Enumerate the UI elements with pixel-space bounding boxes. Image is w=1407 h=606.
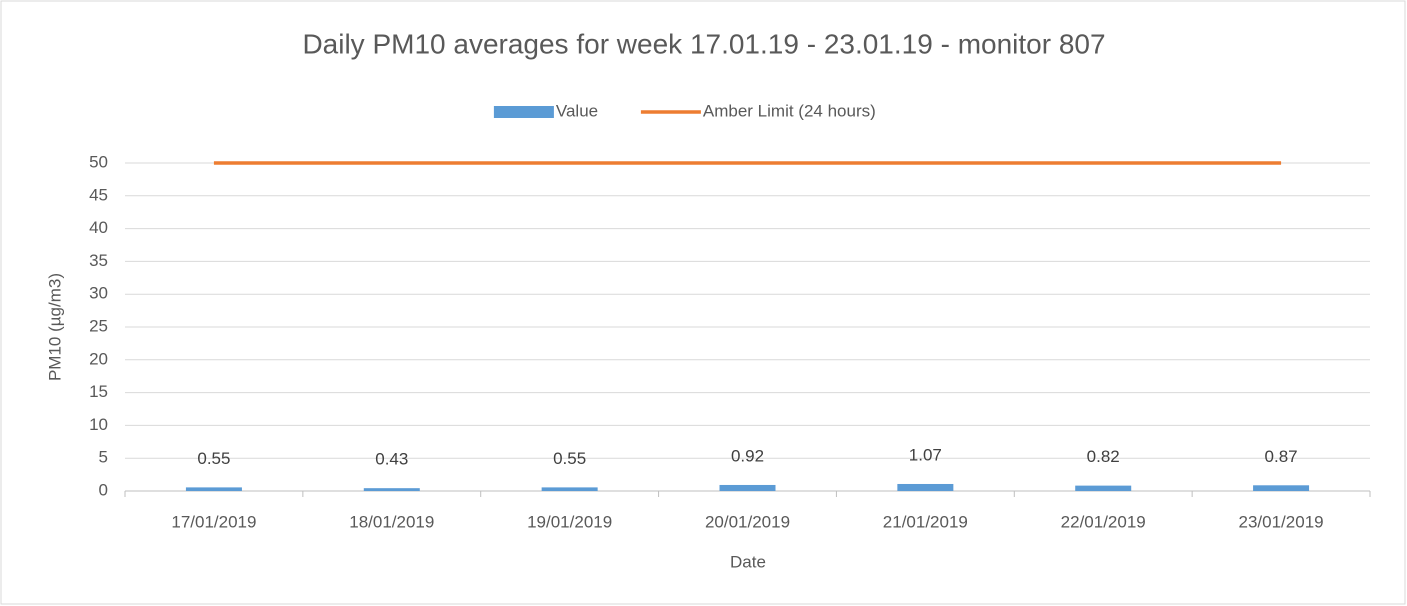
bar (185, 487, 242, 491)
bar (363, 488, 420, 491)
bar (1253, 485, 1310, 491)
data-label: 1.07 (909, 445, 942, 464)
bar (541, 487, 598, 491)
x-tick-label: 19/01/2019 (527, 512, 612, 531)
y-tick-label: 40 (89, 218, 108, 237)
y-axis-label: PM10 (µg/m3) (45, 273, 64, 381)
y-tick-label: 25 (89, 316, 108, 335)
chart-title: Daily PM10 averages for week 17.01.19 - … (302, 28, 1105, 59)
data-label: 0.55 (553, 449, 586, 468)
y-tick-label: 20 (89, 349, 108, 368)
bar (1075, 485, 1132, 491)
x-tick-label: 21/01/2019 (883, 512, 968, 531)
data-label: 0.82 (1087, 447, 1120, 466)
x-tick-label: 17/01/2019 (171, 512, 256, 531)
x-tick-label: 22/01/2019 (1061, 512, 1146, 531)
y-tick-label: 30 (89, 284, 108, 303)
x-tick-label: 18/01/2019 (349, 512, 434, 531)
y-tick-label: 35 (89, 251, 108, 270)
x-tick-label: 20/01/2019 (705, 512, 790, 531)
data-label: 0.55 (197, 449, 230, 468)
x-tick-label: 23/01/2019 (1239, 512, 1324, 531)
legend-label: Value (556, 101, 598, 120)
y-tick-label: 10 (89, 415, 108, 434)
data-label: 0.92 (731, 446, 764, 465)
y-tick-label: 45 (89, 185, 108, 204)
data-label: 0.43 (375, 450, 408, 469)
legend-swatch (493, 106, 554, 118)
legend-label: Amber Limit (24 hours) (703, 101, 876, 120)
y-tick-label: 5 (99, 448, 108, 467)
bar (719, 484, 776, 491)
data-label: 0.87 (1265, 447, 1298, 466)
bar (897, 483, 954, 491)
x-axis-label: Date (730, 552, 766, 571)
y-tick-label: 15 (89, 382, 108, 401)
y-tick-label: 50 (89, 152, 108, 171)
y-tick-label: 0 (99, 480, 108, 499)
